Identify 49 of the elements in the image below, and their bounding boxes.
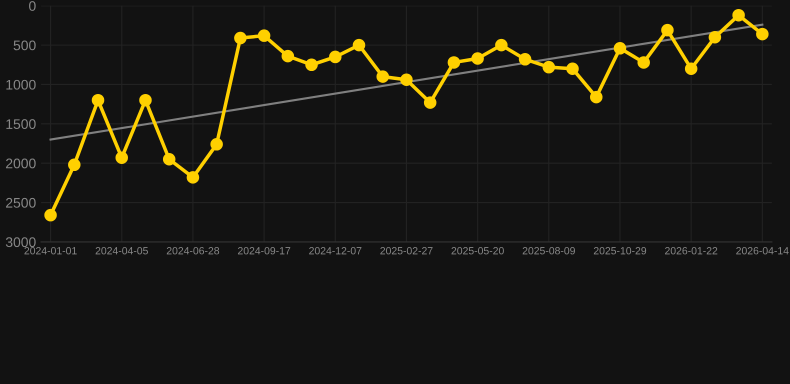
point [495,38,508,52]
x-tick-label: 2024-04-05 [96,247,148,254]
point [518,53,532,66]
y-tick-label: 2500 [6,198,36,208]
point [210,138,223,151]
point [258,29,270,42]
point [352,38,366,52]
x-tick-label: 2025-08-09 [522,247,575,254]
x-tick-label: 2025-10-29 [594,247,646,254]
point [329,50,342,64]
y-tick-label: 3000 [6,237,36,248]
point [162,153,176,166]
y-tick-label: 2000 [6,158,36,168]
point [282,50,294,62]
x-tick-label: 2026-01-22 [665,247,718,254]
point [756,28,769,40]
x-tick-label: 2025-05-20 [452,247,504,254]
point [566,62,579,75]
x-tick-label: 2024-06-28 [166,247,220,254]
point [637,56,650,69]
y-tick-label: 1000 [6,80,36,90]
x-tick-label: 2025-02-27 [380,247,433,254]
point [305,58,318,72]
point [186,171,200,184]
point [376,70,389,83]
point [684,62,698,75]
point [68,158,81,172]
point [44,208,57,222]
point [471,52,484,65]
x-tick-label: 2026-04-14 [736,247,789,254]
point [400,74,413,86]
y-tick-label: 500 [14,40,36,50]
point [234,32,247,44]
point [542,60,556,74]
point [614,42,626,55]
point [92,94,104,106]
x-tick-label: 2024-09-17 [238,247,290,254]
point [424,96,436,109]
point [708,30,722,44]
point [448,56,460,69]
y-tick-label: 1500 [6,119,36,130]
point [732,8,745,22]
x-tick-label: 2024-12-07 [309,247,362,254]
point [661,24,674,36]
point [590,90,603,104]
point [139,94,152,106]
x-tick-label: 2024-01-01 [24,247,77,254]
point [115,151,128,164]
y-tick-label: 0 [29,1,36,11]
